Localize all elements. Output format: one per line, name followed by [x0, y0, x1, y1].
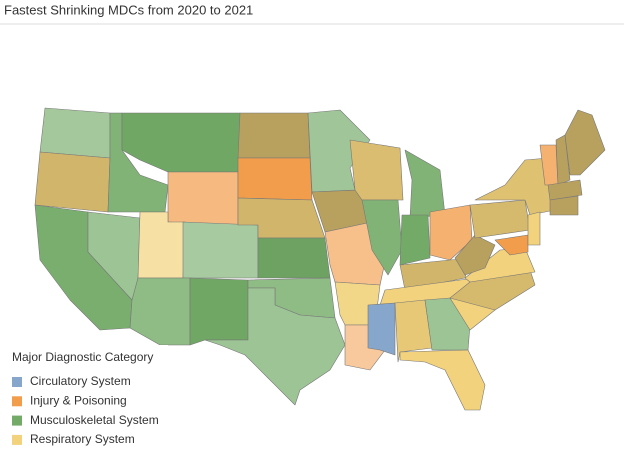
state: [547, 179, 583, 201]
state: [399, 214, 431, 266]
state: [361, 199, 403, 276]
legend-label: Respiratory System: [30, 432, 135, 446]
state: [454, 234, 496, 276]
state: [464, 247, 536, 283]
state: [237, 112, 311, 159]
legend-swatch: [12, 415, 22, 426]
state: [237, 157, 313, 201]
state: [527, 211, 541, 246]
legend-label: Musculoskeletal System: [30, 413, 159, 427]
legend-title: Major Diagnostic Category: [12, 350, 153, 364]
legend-box: [4, 345, 168, 455]
state: [494, 234, 529, 256]
title: Fastest Shrinking MDCs from 2020 to 2021: [4, 2, 253, 17]
state: [167, 171, 239, 226]
state: [349, 139, 404, 201]
state: [399, 349, 486, 411]
state: [257, 237, 331, 279]
state: [429, 204, 473, 261]
state: [564, 109, 606, 176]
state: [204, 287, 346, 406]
state: [189, 277, 249, 346]
legend-label: Injury & Poisoning: [30, 393, 127, 407]
state: [394, 299, 433, 363]
state: [367, 302, 396, 356]
state: [137, 211, 186, 279]
legend-items: Circulatory System Injury & Poisoning Musc…: [12, 374, 159, 446]
state: [555, 134, 571, 186]
state: [34, 151, 111, 213]
legend-swatch: [12, 377, 22, 387]
legend-swatch: [12, 396, 22, 407]
state: [182, 221, 259, 279]
legend: Major Diagnostic Category Circulatory Sy…: [4, 345, 168, 455]
legend-swatch: [12, 434, 22, 445]
state: [39, 107, 111, 159]
states: [34, 107, 606, 411]
state: [549, 195, 579, 216]
legend-label: Circulatory System: [30, 374, 131, 388]
